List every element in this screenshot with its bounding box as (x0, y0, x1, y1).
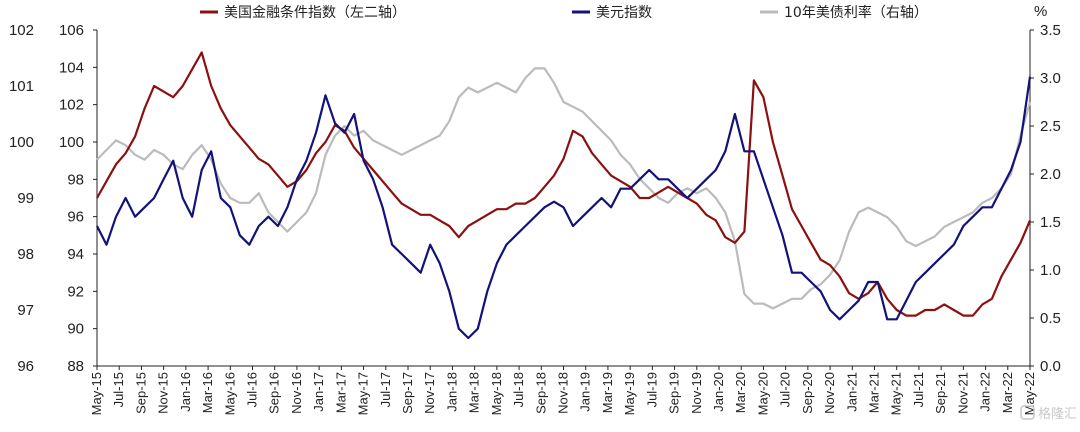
left2-tick-label: 98 (17, 246, 34, 263)
left2-tick-label: 99 (17, 190, 34, 207)
left1-tick-label: 98 (67, 171, 84, 188)
x-tick-label: Mar-20 (733, 372, 748, 413)
watermark: 格隆汇 (1020, 405, 1077, 422)
x-tick-label: Sep-20 (800, 372, 815, 414)
x-tick-label: May-17 (356, 372, 371, 415)
x-tick-label: Jan-17 (311, 372, 326, 412)
right-tick-label: 3.0 (1040, 70, 1061, 87)
left1-tick-label: 88 (67, 358, 84, 375)
left2-tick-label: 102 (9, 22, 34, 39)
x-tick-label: Sep-16 (267, 372, 282, 414)
legend-label-ust10y: 10年美债利率（右轴） (784, 4, 928, 21)
right-tick-label: 2.0 (1040, 166, 1061, 183)
left2-tick-label: 96 (17, 358, 34, 375)
x-tick-label: Jan-22 (978, 372, 993, 412)
x-tick-label: Mar-21 (867, 372, 882, 413)
x-tick-label: Mar-22 (1000, 372, 1015, 413)
x-tick-label: May-22 (1022, 372, 1037, 415)
x-tick-label: Mar-16 (200, 372, 215, 413)
x-tick-label: Sep-17 (400, 372, 415, 414)
x-tick-label: Nov-17 (422, 372, 437, 414)
watermark-text: 格隆汇 (1038, 406, 1077, 422)
x-tick-label: Nov-18 (556, 372, 571, 414)
x-tick-label: Jul-16 (245, 372, 260, 407)
x-tick-label: May-18 (489, 372, 504, 415)
x-tick-label: Jul-21 (911, 372, 926, 407)
x-axis-ticks: May-15 Jul-15 Sep-15 Nov-15 Jan-16 Mar-16 May-… (89, 366, 1037, 415)
left1-tick-label: 100 (59, 134, 84, 151)
left2-axis-ticks: 102 101 100 99 98 97 96 (9, 22, 34, 375)
x-tick-label: Nov-16 (289, 372, 304, 414)
x-tick-label: Nov-15 (156, 372, 171, 414)
series-line-dxy (96, 76, 1032, 340)
left1-tick-label: 92 (67, 283, 84, 300)
x-tick-label: Mar-19 (600, 372, 615, 413)
x-tick-label: Sep-21 (933, 372, 948, 414)
left1-axis-ticks: 106 104 102 100 98 96 94 92 90 88 (59, 22, 97, 375)
legend-label-dxy: 美元指数 (596, 5, 652, 21)
right-tick-label: 0.0 (1040, 358, 1061, 375)
series-line-fci (96, 51, 1032, 317)
x-tick-label: Mar-18 (467, 372, 482, 413)
x-tick-label: Jan-21 (844, 372, 859, 412)
x-tick-label: Sep-15 (133, 372, 148, 414)
watermark-logo-icon (1020, 405, 1035, 420)
left1-tick-label: 90 (67, 321, 84, 338)
right-axis-ticks: 3.5 3.0 2.5 2.0 1.5 1.0 0.5 0.0 (1030, 22, 1061, 375)
x-tick-label: May-19 (622, 372, 637, 415)
x-tick-label: Sep-19 (667, 372, 682, 414)
x-tick-label: Jan-18 (444, 372, 459, 412)
right-tick-label: 2.5 (1040, 118, 1061, 135)
x-tick-label: Nov-19 (689, 372, 704, 414)
series-lines (96, 51, 1032, 340)
x-tick-label: Jul-20 (778, 372, 793, 407)
left1-tick-label: 96 (67, 209, 84, 226)
right-tick-label: 1.5 (1040, 214, 1061, 231)
left1-tick-label: 106 (59, 22, 84, 39)
left1-tick-label: 102 (59, 97, 84, 114)
x-tick-label: Nov-20 (822, 372, 837, 414)
x-tick-label: Jan-20 (711, 372, 726, 412)
x-tick-label: Jul-19 (644, 372, 659, 407)
x-tick-label: Sep-18 (533, 372, 548, 414)
left1-tick-label: 104 (59, 59, 84, 76)
x-tick-label: Mar-17 (333, 372, 348, 413)
left2-tick-label: 101 (9, 78, 34, 95)
x-tick-label: Jul-15 (111, 372, 126, 407)
x-tick-label: May-15 (89, 372, 104, 415)
legend: 美国金融条件指数（左二轴） 美元指数 10年美债利率（右轴） (200, 4, 928, 21)
right-tick-label: 0.5 (1040, 310, 1061, 327)
series-line-ust10y (96, 67, 1032, 310)
x-tick-label: Nov-21 (955, 372, 970, 414)
right-tick-label: 1.0 (1040, 262, 1061, 279)
x-tick-label: Jan-16 (178, 372, 193, 412)
right-tick-label: 3.5 (1040, 22, 1061, 39)
right-axis-unit: % (1034, 3, 1047, 20)
x-tick-label: May-21 (889, 372, 904, 415)
x-tick-label: May-16 (222, 372, 237, 415)
x-tick-label: May-20 (755, 372, 770, 415)
left1-tick-label: 94 (67, 246, 84, 263)
x-tick-label: Jul-17 (378, 372, 393, 407)
left2-tick-label: 100 (9, 134, 34, 151)
left2-tick-label: 97 (17, 302, 34, 319)
x-tick-label: Jan-19 (578, 372, 593, 412)
legend-label-fci: 美国金融条件指数（左二轴） (224, 4, 406, 21)
x-tick-label: Jul-18 (511, 372, 526, 407)
